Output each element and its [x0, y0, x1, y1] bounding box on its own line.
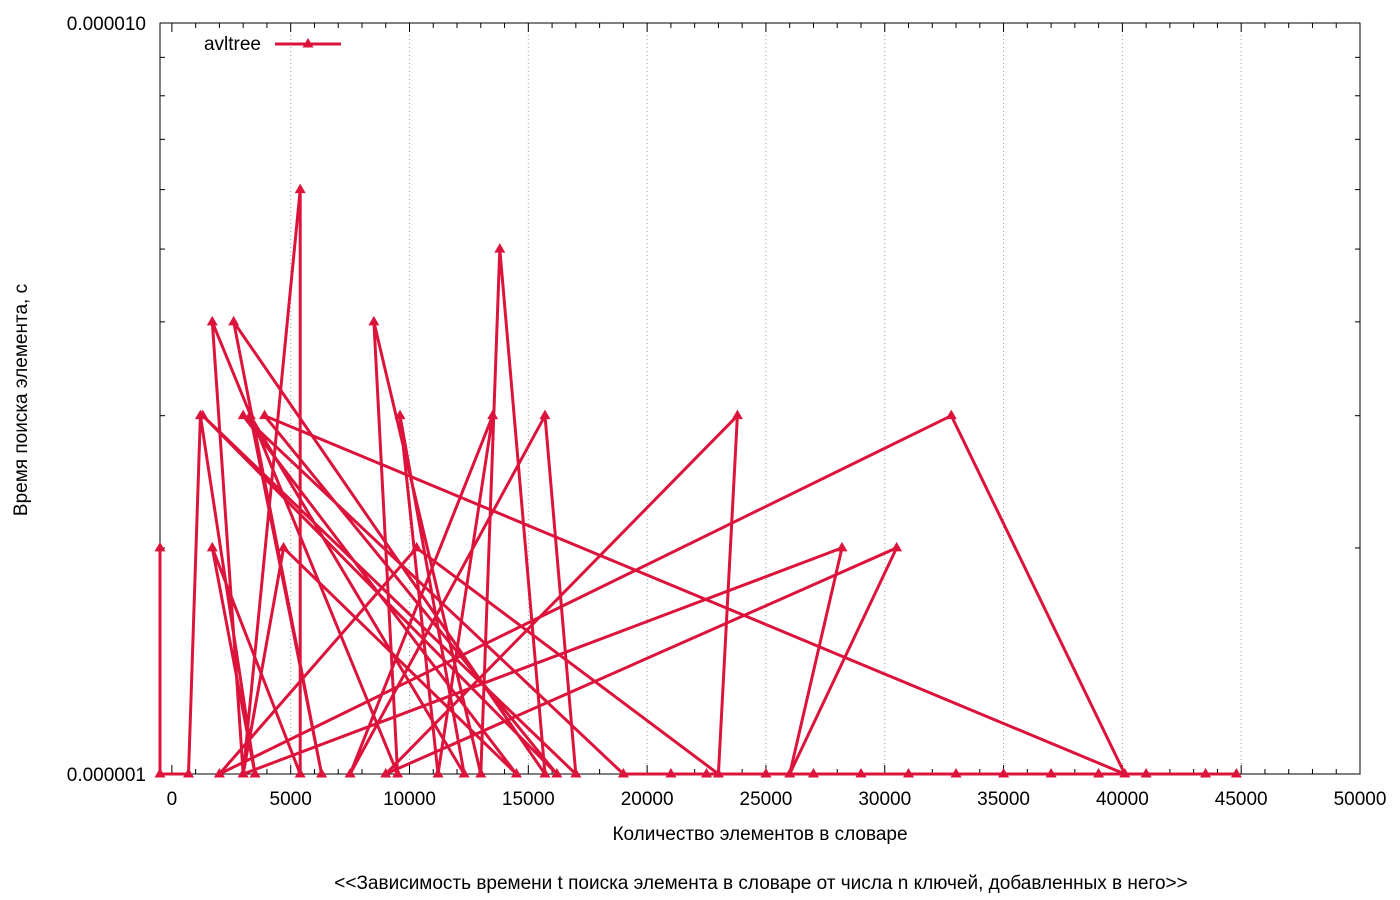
x-tick-label: 10000 [383, 789, 436, 810]
series-layer [154, 183, 1242, 778]
series-point-avltree [237, 409, 249, 420]
series-point-avltree [760, 768, 772, 778]
series-point-avltree [731, 409, 743, 420]
series-point-avltree [510, 768, 522, 778]
series-point-avltree [368, 315, 380, 326]
series-point-avltree [539, 409, 551, 420]
series-point-avltree [903, 768, 915, 778]
series-point-avltree [855, 768, 867, 778]
y-tick-label: 0.000010 [67, 14, 146, 35]
series-line-avltree [158, 188, 1237, 776]
x-tick-label: 40000 [1096, 789, 1149, 810]
series-point-avltree [154, 541, 166, 552]
legend-marker-avltree [302, 38, 314, 48]
series-point-avltree [394, 409, 406, 420]
y-axis-title: Время поиска элемента, с [11, 284, 32, 516]
x-tick-label: 30000 [858, 789, 911, 810]
x-tick-label: 5000 [270, 789, 312, 810]
series-point-avltree [213, 768, 225, 778]
series-point-avltree [836, 541, 848, 552]
series-point-avltree [316, 768, 328, 778]
series-point-avltree [617, 768, 629, 778]
series-point-avltree [784, 768, 796, 778]
series-point-avltree [1119, 768, 1131, 778]
series-point-avltree [665, 768, 677, 778]
series-point-avltree [458, 768, 470, 778]
series-point-avltree [380, 768, 392, 778]
series-point-avltree [1200, 768, 1212, 778]
series-point-avltree [432, 768, 444, 778]
series-point-avltree [494, 243, 506, 253]
series-point-avltree [228, 315, 240, 326]
x-axis-title: Количество элементов в словаре [612, 824, 907, 845]
x-tick-label: 45000 [1215, 789, 1268, 810]
series-point-avltree [294, 183, 306, 194]
series-point-avltree [570, 768, 582, 778]
series-point-avltree [551, 768, 563, 778]
chart-title: <<Зависимость времени t поиска элемента … [334, 873, 1188, 894]
x-tick-label: 35000 [977, 789, 1030, 810]
series-point-avltree [249, 768, 261, 778]
series-point-avltree [487, 409, 499, 420]
x-tick-label: 20000 [621, 789, 674, 810]
series-point-avltree [392, 768, 404, 778]
series-point-avltree [259, 409, 271, 420]
series-point-avltree [950, 768, 962, 778]
x-tick-label: 25000 [740, 789, 793, 810]
series-point-avltree [1140, 768, 1152, 778]
series-point-avltree [1230, 768, 1242, 778]
series-point-avltree [945, 409, 957, 420]
x-tick-label: 50000 [1334, 789, 1387, 810]
x-tick-label: 15000 [502, 789, 555, 810]
series-point-avltree [206, 541, 218, 552]
series-point-avltree [701, 768, 713, 778]
series-point-avltree [411, 541, 423, 552]
series-point-avltree [712, 768, 724, 778]
y-tick-label: 0.000001 [67, 765, 146, 786]
series-point-avltree [891, 541, 903, 552]
x-tick-labels: 0 5000 10000 15000 20000 25000 30000 35000 40000… [167, 789, 1387, 810]
series-point-avltree [294, 768, 306, 778]
series-point-avltree [344, 768, 356, 778]
series-point-avltree [244, 409, 256, 420]
series-point-avltree [807, 768, 819, 778]
x-tick-label: 0 [167, 789, 178, 810]
series-point-avltree [197, 409, 209, 420]
series-point-avltree [183, 768, 195, 778]
series-point-avltree [1093, 768, 1105, 778]
series-point-avltree [539, 768, 551, 778]
series-point-avltree [237, 768, 249, 778]
y-tick-labels: 0.000001 0.000010 [67, 14, 146, 786]
legend: avltree [204, 34, 341, 55]
series-point-avltree [475, 768, 487, 778]
series-point-avltree [278, 541, 290, 552]
legend-label-avltree: avltree [204, 34, 261, 55]
series-point-avltree [1045, 768, 1057, 778]
series-point-avltree [154, 768, 166, 778]
series-point-avltree [998, 768, 1010, 778]
series-point-avltree [206, 315, 218, 326]
